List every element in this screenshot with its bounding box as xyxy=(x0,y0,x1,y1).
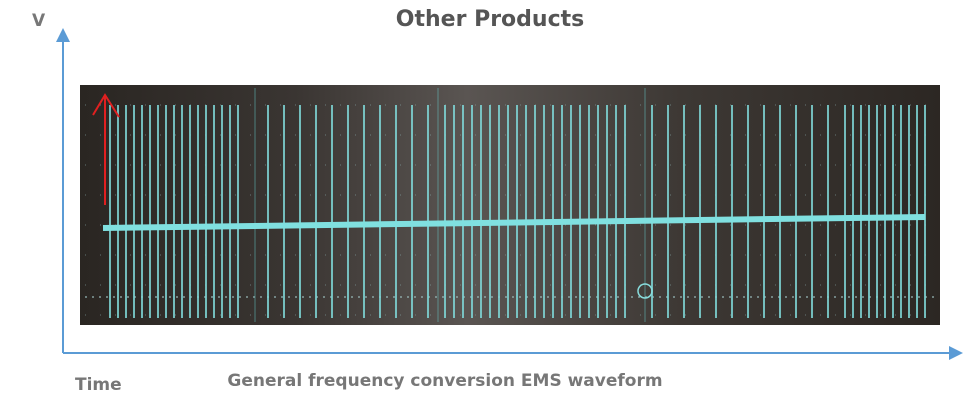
oscilloscope-photo xyxy=(80,85,940,325)
caption: General frequency conversion EMS wavefor… xyxy=(227,371,662,391)
x-axis-label: Time xyxy=(75,375,122,395)
baseline xyxy=(102,214,926,231)
y-axis-label: V xyxy=(32,11,46,31)
red-arrow-head xyxy=(92,93,120,118)
x-arrow xyxy=(949,346,963,360)
title: Other Products xyxy=(396,7,584,32)
marker xyxy=(637,283,653,299)
y-arrow xyxy=(56,28,70,42)
